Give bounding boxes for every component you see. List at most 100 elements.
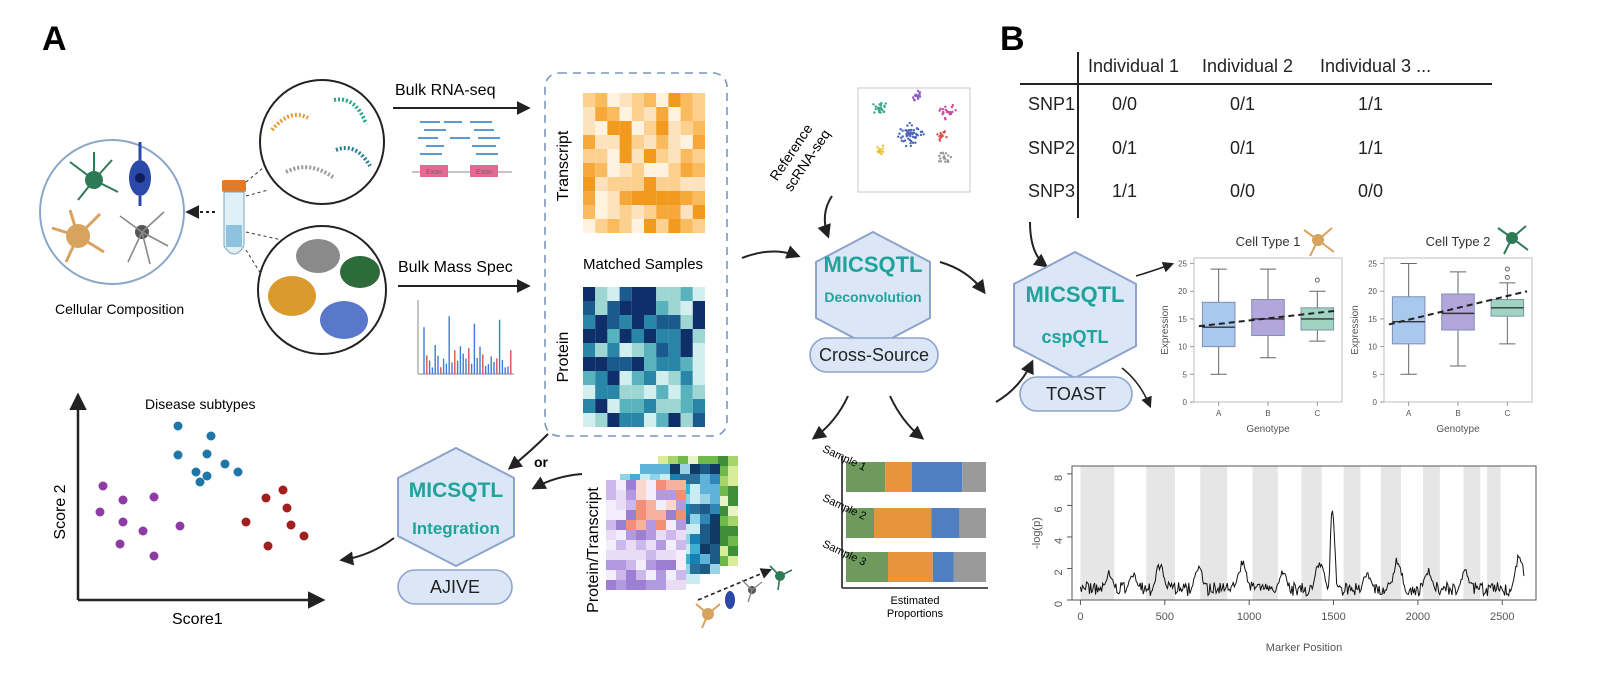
proportion-segment [874, 508, 932, 538]
reference-arrow [817, 195, 833, 239]
y-tick-label: 6 [1053, 506, 1065, 512]
layer-cell [646, 480, 656, 490]
heatmap-cell [668, 343, 681, 357]
heatmap-cell [631, 399, 644, 413]
layer-cell [690, 564, 700, 574]
layer-cell [630, 474, 640, 484]
heatmap-cell [644, 357, 657, 371]
layer-cell [666, 580, 676, 590]
layer-cell [718, 556, 728, 566]
disease-subtypes-title: Disease subtypes [145, 396, 256, 412]
layer-cell [700, 474, 710, 484]
heatmap-cell [619, 329, 632, 343]
heatmap-cell [631, 121, 644, 135]
heatmap-cell [595, 163, 608, 177]
heatmap-cell [656, 163, 669, 177]
heatmap-cell [595, 329, 608, 343]
x-tick-label: C [1314, 409, 1320, 418]
heatmap-cell [692, 219, 705, 233]
cspqtl-title: MICSQTL [1026, 282, 1125, 307]
heatmap-cell [595, 135, 608, 149]
heatmap-cell [595, 413, 608, 427]
heatmap-cell [644, 399, 657, 413]
cell-point [916, 89, 920, 93]
heatmap-cell [583, 177, 596, 191]
y-tick-label: 0 [1373, 398, 1378, 407]
layer-cell [728, 526, 738, 536]
heatmap-cell [595, 315, 608, 329]
heatmap-cell [692, 149, 705, 163]
layer-cell [676, 550, 686, 560]
cell-point [938, 154, 941, 158]
layer-cell [616, 520, 626, 530]
y-tick-label: 10 [1178, 343, 1187, 352]
cross-source-label: Cross-Source [819, 345, 929, 365]
trend-line [1198, 309, 1338, 328]
heatmap-cell [607, 399, 620, 413]
layer-cell [676, 500, 686, 510]
cell-point [874, 107, 877, 111]
cell-point [901, 129, 904, 132]
layer-cell [660, 474, 670, 484]
heatmap-cell [680, 357, 693, 371]
tube-link [245, 231, 283, 241]
heatmap-cell [583, 371, 596, 385]
plot-frame [1071, 465, 1537, 601]
layer-cell [616, 490, 626, 500]
heatmap-cell [595, 343, 608, 357]
layer-cell [640, 474, 650, 484]
cell-point [879, 103, 883, 107]
heatmap-cell [631, 343, 644, 357]
heatmap-cell [668, 135, 681, 149]
layer-cell [708, 456, 718, 466]
heatmap-cell [656, 371, 669, 385]
cell-point [911, 141, 915, 144]
layer-cell [718, 456, 728, 466]
x-tick-label: A [1216, 409, 1222, 418]
layer-cell [650, 464, 660, 474]
panel-b-label: B [1000, 20, 1025, 58]
genotype-table: Individual 1 Individual 2 Individual 3 .… [1020, 52, 1492, 218]
layer-cell [718, 526, 728, 536]
cell-point [942, 156, 946, 160]
heatmap-cell [607, 329, 620, 343]
genotype-cell: 0/0 [1230, 181, 1255, 201]
subtype-point [149, 492, 159, 502]
cell-point [949, 155, 953, 159]
cell-point [937, 160, 941, 163]
y-tick-label: 5 [1373, 370, 1378, 379]
cell-point [951, 104, 955, 107]
layer-cell [658, 456, 668, 466]
cell-point [911, 133, 914, 136]
cell-point [878, 110, 881, 114]
proportion-segment [885, 462, 912, 492]
heatmap-cell [692, 343, 705, 357]
heatmap-cell [607, 315, 620, 329]
proportion-segment [911, 462, 963, 492]
cell-point [900, 139, 903, 142]
table-header: Individual 2 [1202, 56, 1293, 76]
cell-point [919, 133, 923, 137]
cell-point [909, 134, 912, 138]
heatmap-cell [644, 329, 657, 343]
table-header: Individual 1 [1088, 56, 1179, 76]
proportions-label: Proportions [887, 608, 944, 620]
layer-cell [718, 476, 728, 486]
cell-point [938, 109, 941, 112]
heatmap-cell [631, 301, 644, 315]
sample-2-label: Sample 2 [821, 492, 868, 523]
layer-cell [676, 490, 686, 500]
heatmap-cell [595, 219, 608, 233]
or-label: or [534, 454, 549, 470]
layer-cell [646, 520, 656, 530]
layer-cell [700, 534, 710, 544]
chromosome-band [1463, 466, 1481, 600]
heatmap-cell [607, 287, 620, 301]
x-tick-label: 1000 [1237, 611, 1261, 623]
layer-cell [646, 570, 656, 580]
layer-cell [718, 486, 728, 496]
heatmap-cell [680, 163, 693, 177]
subtype-point [118, 517, 128, 527]
heatmap-cell [644, 205, 657, 219]
astrocyte-green-icon [69, 152, 119, 201]
